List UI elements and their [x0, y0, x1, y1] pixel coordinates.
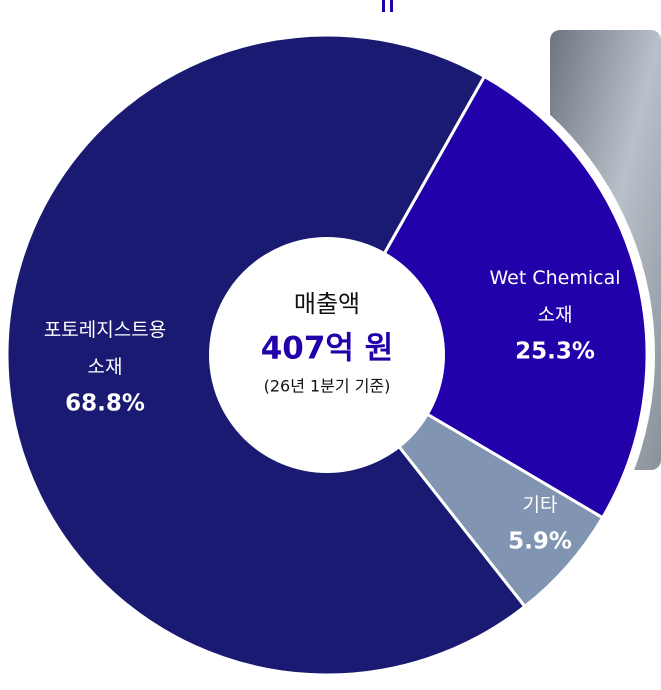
value-label: 5.9% — [508, 529, 572, 555]
slice-label: 기타 — [523, 494, 558, 516]
center-title: 매출액 — [294, 290, 360, 318]
slice-label: 포토레지스트용 소재 — [44, 319, 166, 378]
value-label: 25.3% — [515, 339, 595, 365]
center-value: 407억 원 — [261, 331, 394, 367]
decor-mark — [390, 0, 393, 12]
value-label: 68.8% — [65, 391, 145, 417]
donut-hole — [209, 237, 445, 473]
slice-label: Wet Chemical 소재 — [489, 267, 620, 326]
decor-mark — [382, 0, 385, 12]
slice — [324, 74, 649, 520]
center-note: (26년 1분기 기준) — [264, 377, 391, 396]
